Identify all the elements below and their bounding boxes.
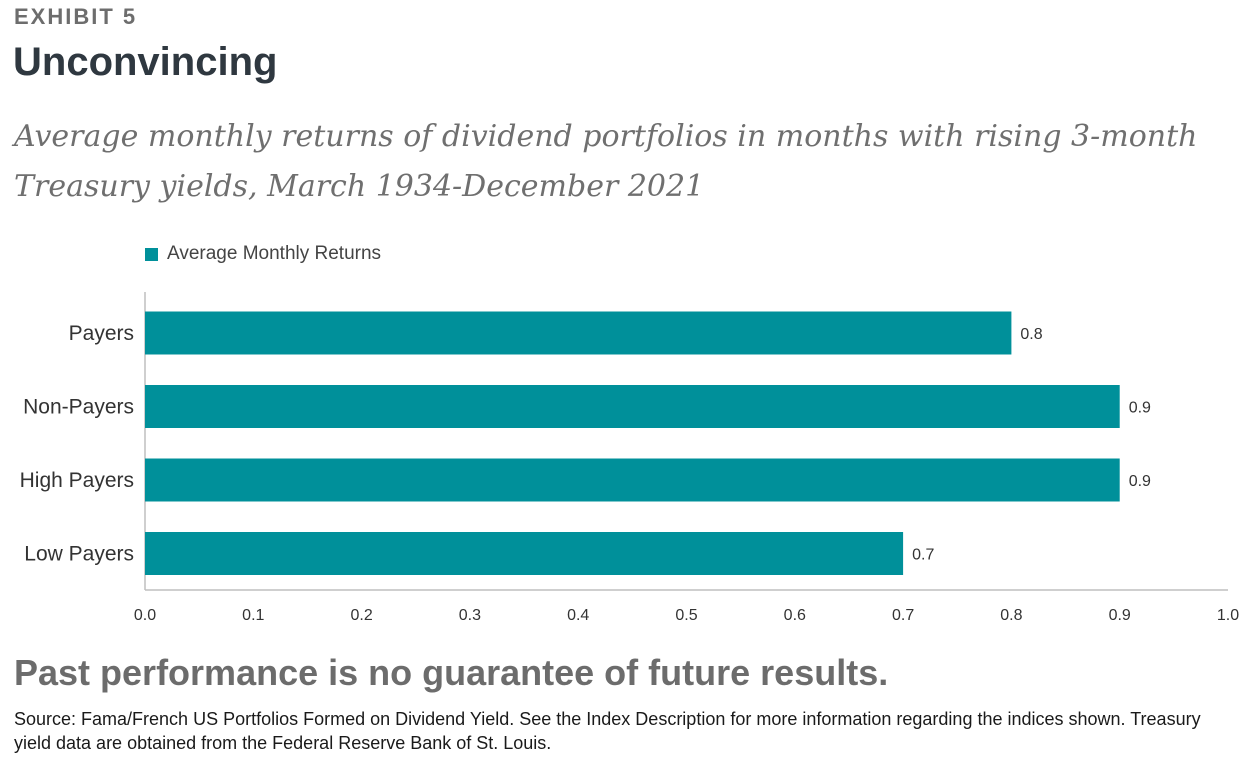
legend-swatch xyxy=(145,247,158,261)
data-label: 0.9 xyxy=(1129,473,1151,490)
bar xyxy=(145,532,904,575)
x-tick-label: 0.5 xyxy=(675,607,697,624)
category-label: Payers xyxy=(69,322,134,345)
category-label: Low Payers xyxy=(24,543,134,566)
data-label: 0.7 xyxy=(912,547,934,564)
x-tick-label: 1.0 xyxy=(1217,607,1239,624)
x-tick-label: 0.6 xyxy=(784,607,806,624)
x-tick-label: 0.9 xyxy=(1109,607,1131,624)
chart-legend: Average Monthly Returns xyxy=(145,243,381,265)
category-label: High Payers xyxy=(20,469,134,492)
bar xyxy=(145,385,1120,428)
x-tick-label: 0.8 xyxy=(1000,607,1022,624)
exhibit-label: EXHIBIT 5 xyxy=(14,4,138,29)
chart-title: Unconvincing xyxy=(13,40,278,84)
x-tick-label: 0.4 xyxy=(567,607,589,624)
source-note: Source: Fama/French US Portfolios Formed… xyxy=(14,709,1201,753)
x-tick-label: 0.2 xyxy=(350,607,372,624)
legend-label: Average Monthly Returns xyxy=(167,243,382,264)
category-label: Non-Payers xyxy=(23,396,134,419)
data-label: 0.9 xyxy=(1129,400,1151,417)
bar xyxy=(145,458,1120,502)
bar-chart: 0.0 0.1 0.2 0.3 0.4 0.5 0.6 0.7 0.8 0.9 1.0 Payers 0… xyxy=(20,292,1239,624)
bar xyxy=(145,311,1012,355)
x-tick-label: 0.7 xyxy=(892,607,914,624)
data-label: 0.8 xyxy=(1020,326,1042,343)
x-tick-label: 0.1 xyxy=(242,607,264,624)
performance-disclaimer: Past performance is no guarantee of futu… xyxy=(14,652,889,693)
x-tick-label: 0.0 xyxy=(134,607,156,624)
chart-subtitle: Average monthly returns of dividend port… xyxy=(14,119,1198,204)
x-tick-label: 0.3 xyxy=(459,607,481,624)
